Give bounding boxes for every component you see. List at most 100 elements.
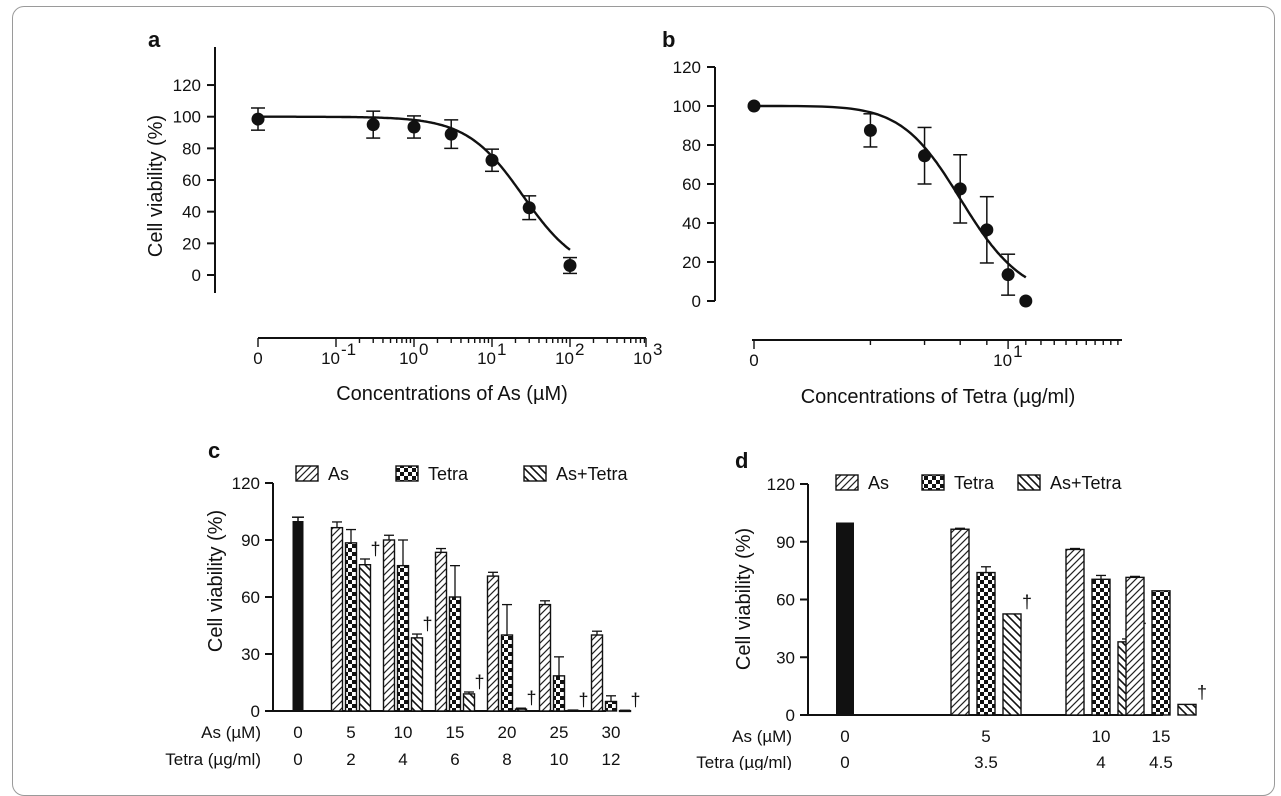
panel-c-category-as-label: 15 (446, 723, 465, 742)
panel-d-category-as-label: 15 (1152, 727, 1171, 746)
panel-d-category-tetra-label: 4.5 (1149, 753, 1173, 770)
panel-d-ytick-label: 120 (767, 475, 795, 494)
panel-a-xtick-exponent: 0 (419, 340, 428, 359)
panel-c-category-tetra-label: 10 (550, 750, 569, 769)
panel-a-ytick-label: 100 (173, 108, 201, 127)
panel-d-bar-as (950, 528, 970, 716)
legend-swatch-tetra (921, 474, 945, 491)
panel-c-significance-marker: † (370, 539, 380, 559)
legend-swatch-as (835, 474, 859, 491)
panel-c-significance-marker: † (422, 614, 432, 634)
panel-b-fit-curve (754, 104, 1027, 279)
panel-a-ylabel: Cell viability (%) (145, 115, 167, 257)
panel-label-b: b (662, 27, 675, 52)
panel-d-category-as-label: 0 (840, 727, 849, 746)
panel-b-ytick-label: 40 (682, 214, 701, 233)
panel-d-row-label-as: As (µM) (732, 727, 792, 746)
panel-b-data-point (747, 99, 761, 113)
legend-swatch-tetra (395, 465, 419, 482)
legend-label-combo: As+Tetra (1050, 473, 1123, 493)
legend-label-as: As (328, 464, 349, 484)
panel-a-ytick-label: 120 (173, 76, 201, 95)
panel-b-ytick-label: 80 (682, 136, 701, 155)
panel-b-ytick-label: 20 (682, 253, 701, 272)
panel-b-data-point (863, 123, 877, 137)
panel-d-significance-marker: † (1022, 592, 1032, 612)
panel-c-ytick-label: 90 (241, 531, 260, 550)
panel-a-data-point (563, 259, 577, 273)
panel-b-xlabel: Concentrations of Tetra (µg/ml) (801, 386, 1076, 408)
panel-c-bar-combo (358, 564, 372, 712)
panel-c-ytick-label: 30 (241, 645, 260, 664)
panel-c-category-as-label: 10 (394, 723, 413, 742)
panel-a-xlabel: Concentrations of As (µM) (336, 383, 568, 405)
panel-a-ytick-label: 40 (182, 203, 201, 222)
panel-d-category-tetra-label: 3.5 (974, 753, 998, 770)
panel-c-bar-tetra (448, 596, 462, 712)
panel-c-ytick-label: 120 (232, 474, 260, 493)
panel-a-ytick-label: 80 (182, 139, 201, 158)
panel-a-data-point (522, 201, 536, 215)
panel-c-row-label-tetra: Tetra (µg/ml) (165, 750, 261, 769)
panel-c-bar-as (382, 539, 396, 712)
panel-c-significance-marker: † (474, 672, 484, 692)
panel-a-data-point (485, 153, 499, 167)
panel-c-significance-marker: † (578, 690, 588, 710)
panel-b-ytick-label: 0 (692, 292, 701, 311)
panel-a-data-point (444, 127, 458, 141)
panel-b-data-point (918, 149, 932, 163)
panel-d-bar-combo (1002, 613, 1022, 716)
panel-c-category-as-label: 25 (550, 723, 569, 742)
panel-a-ytick-label: 20 (182, 234, 201, 253)
panel-d-row-label-tetra: Tetra (µg/ml) (696, 753, 792, 770)
legend-swatch-combo (523, 465, 547, 482)
panel-b-ytick-label: 100 (673, 97, 701, 116)
panel-c-bar-as (590, 634, 604, 712)
panel-b-ytick-label: 120 (673, 58, 701, 77)
panel-d-bar-as (1125, 576, 1145, 716)
panel-a-xtick-label: 10 (321, 349, 340, 368)
panel-d-bar-combo (1177, 703, 1197, 716)
panel-b-xtick-label: 0 (749, 351, 758, 370)
panel-d-bar-control (836, 522, 854, 715)
panel-d-ytick-label: 30 (776, 648, 795, 667)
panel-c-category-tetra-label: 6 (450, 750, 459, 769)
panel-c-bar-as (486, 575, 500, 712)
panel-d-bar-as (1065, 548, 1085, 716)
panel-a-xtick-exponent: 3 (653, 340, 662, 359)
panel-c-bar-tetra (396, 564, 410, 712)
panel-a-xtick-label: 10 (555, 349, 574, 368)
panel-b-ytick-label: 60 (682, 175, 701, 194)
panel-d-bar-tetra (1151, 590, 1171, 716)
panel-c-category-as-label: 20 (498, 723, 517, 742)
panel-c-bar-tetra (344, 542, 358, 712)
panel-c-bar-as (538, 603, 552, 712)
legend-label-tetra: Tetra (428, 464, 469, 484)
panel-c-category-tetra-label: 12 (602, 750, 621, 769)
panel-c-ytick-label: 60 (241, 588, 260, 607)
panel-label-c: c (208, 438, 220, 463)
panel-a-xtick-exponent: 2 (575, 340, 584, 359)
panel-c-row-label-as: As (µM) (201, 723, 261, 742)
panel-a-xtick-label: 10 (633, 349, 652, 368)
panel-d-category-tetra-label: 4 (1096, 753, 1105, 770)
panel-d-significance-marker: † (1197, 682, 1207, 702)
panel-c-bar-combo (514, 708, 528, 712)
figure-frame (12, 6, 1275, 796)
panel-d-ylabel: Cell viability (%) (733, 528, 755, 670)
figure-canvas: a b c d Concentrations of As (µM) Cell v… (145, 27, 1207, 770)
panel-d-ytick-label: 90 (776, 533, 795, 552)
panel-c-ytick-label: 0 (251, 702, 260, 721)
panel-d-bar-tetra (976, 571, 996, 716)
panel-c-bar-tetra (604, 700, 618, 712)
panel-label-a: a (148, 27, 161, 52)
panel-a-ytick-label: 60 (182, 171, 201, 190)
panel-a-xtick-label: 0 (253, 349, 262, 368)
panel-d-category-tetra-label: 0 (840, 753, 849, 770)
legend-label-as: As (868, 473, 889, 493)
legend-swatch-combo (1017, 474, 1041, 491)
panel-a-data-point (366, 118, 380, 132)
panel-c-bar-tetra (552, 675, 566, 712)
panel-c-category-as-label: 30 (602, 723, 621, 742)
